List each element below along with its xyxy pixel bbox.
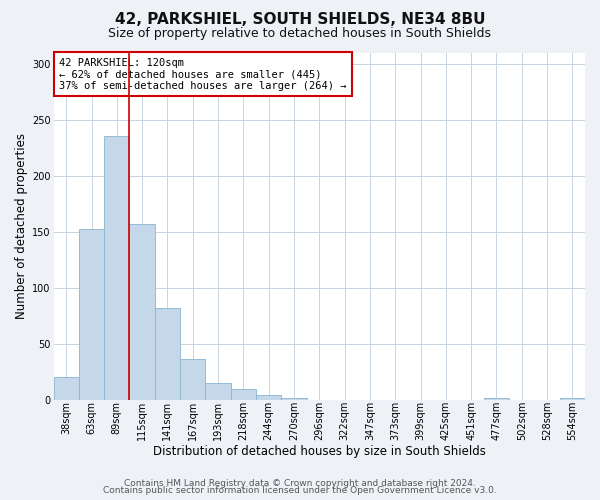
Bar	[180, 360, 205, 400]
Bar	[104, 136, 130, 400]
Text: 42, PARKSHIEL, SOUTH SHIELDS, NE34 8BU: 42, PARKSHIEL, SOUTH SHIELDS, NE34 8BU	[115, 12, 485, 28]
Bar	[53, 377, 79, 400]
Bar	[256, 395, 281, 400]
Text: 42 PARKSHIEL: 120sqm
← 62% of detached houses are smaller (445)
37% of semi-deta: 42 PARKSHIEL: 120sqm ← 62% of detached h…	[59, 58, 346, 91]
Bar	[560, 398, 585, 400]
Text: Contains HM Land Registry data © Crown copyright and database right 2024.: Contains HM Land Registry data © Crown c…	[124, 478, 476, 488]
Bar	[281, 398, 307, 400]
Bar	[205, 383, 231, 400]
Bar	[130, 224, 155, 400]
Bar	[155, 308, 180, 400]
Text: Contains public sector information licensed under the Open Government Licence v3: Contains public sector information licen…	[103, 486, 497, 495]
Y-axis label: Number of detached properties: Number of detached properties	[15, 133, 28, 319]
Bar	[79, 230, 104, 400]
Bar	[484, 398, 509, 400]
Text: Size of property relative to detached houses in South Shields: Size of property relative to detached ho…	[109, 28, 491, 40]
Bar	[231, 390, 256, 400]
X-axis label: Distribution of detached houses by size in South Shields: Distribution of detached houses by size …	[153, 444, 486, 458]
